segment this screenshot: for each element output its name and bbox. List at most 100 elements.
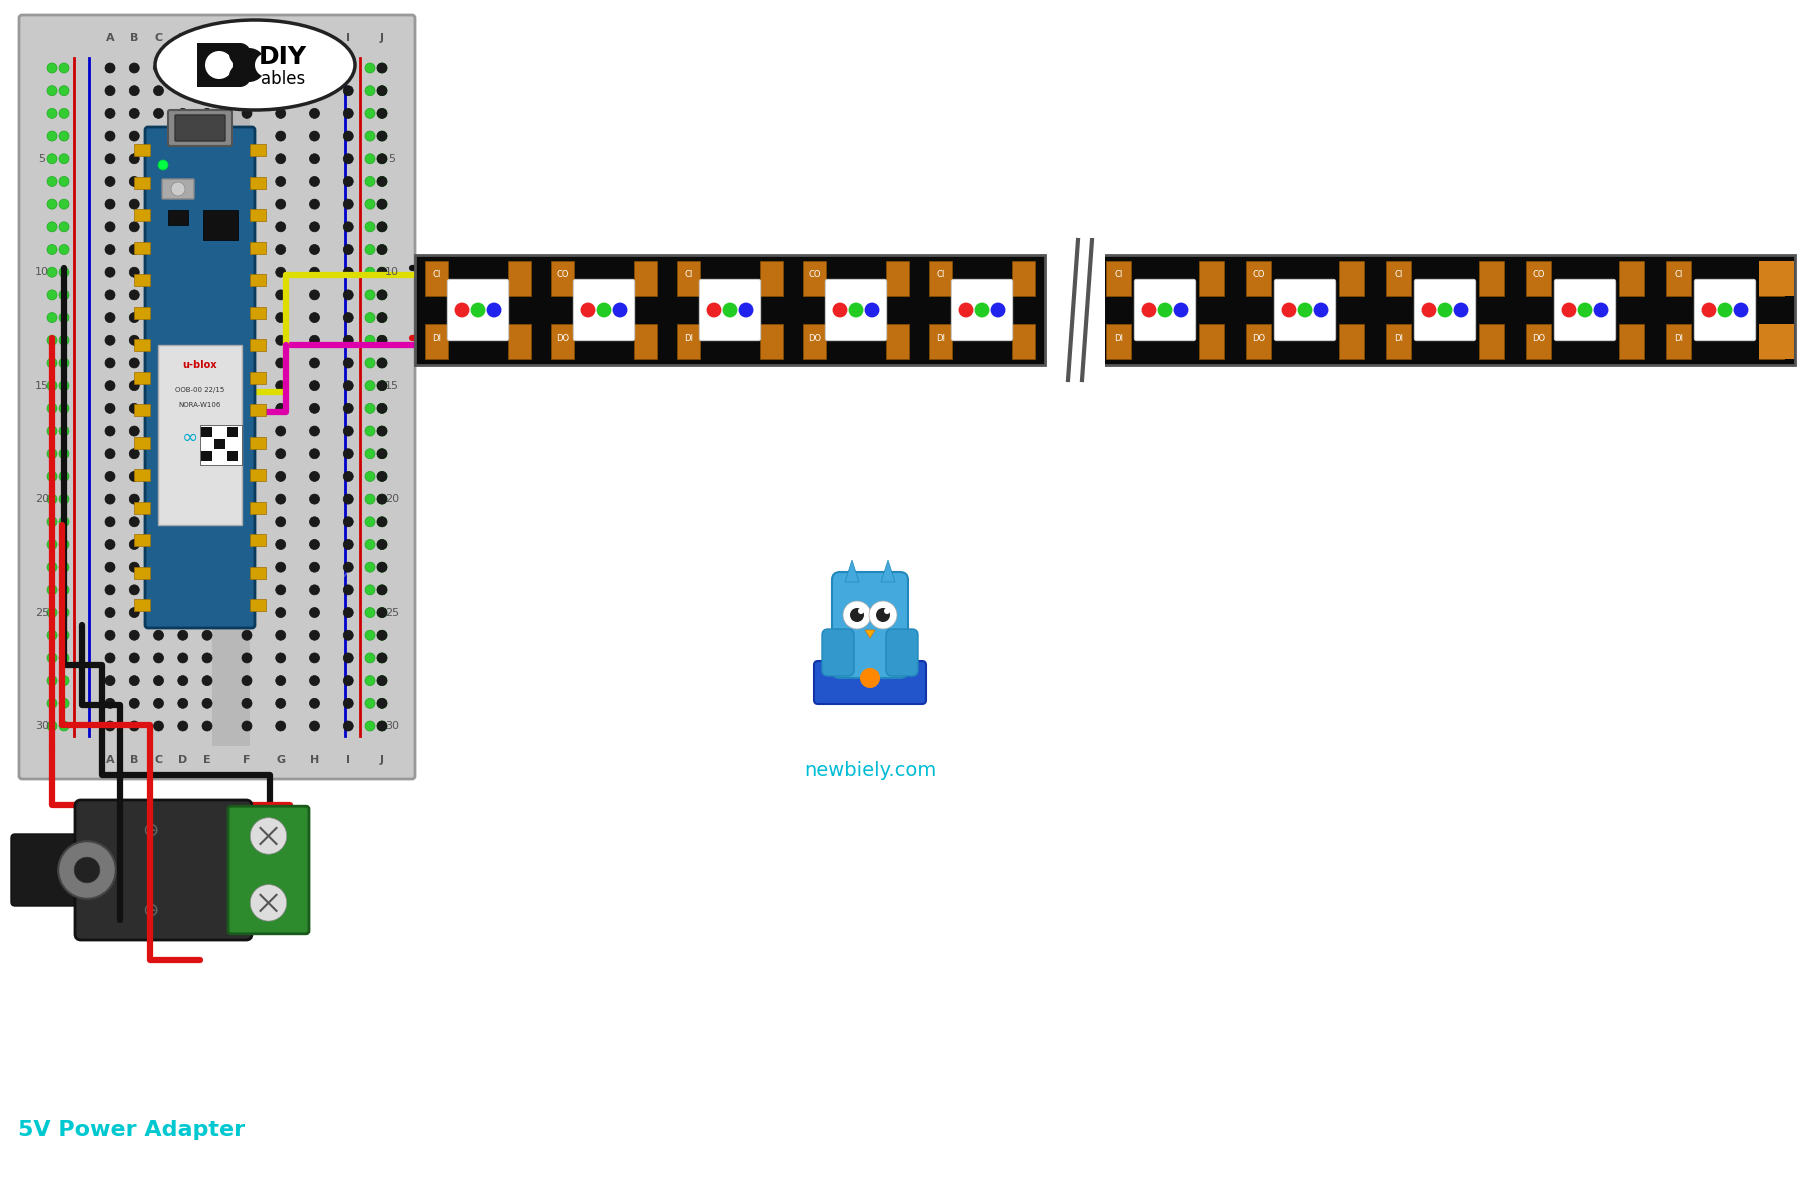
Circle shape xyxy=(378,245,387,254)
Bar xyxy=(201,451,211,461)
Text: 30: 30 xyxy=(34,721,49,731)
Bar xyxy=(197,43,240,86)
Text: D: D xyxy=(179,755,188,766)
Circle shape xyxy=(202,380,211,391)
Circle shape xyxy=(378,403,387,413)
Circle shape xyxy=(378,472,387,481)
Circle shape xyxy=(242,449,251,458)
Text: GND: GND xyxy=(553,232,576,242)
Polygon shape xyxy=(844,560,858,582)
Bar xyxy=(634,324,656,360)
Circle shape xyxy=(177,517,188,527)
Circle shape xyxy=(128,494,139,504)
Circle shape xyxy=(231,48,266,82)
Bar xyxy=(134,534,150,546)
Circle shape xyxy=(177,472,188,481)
Circle shape xyxy=(378,698,387,708)
Circle shape xyxy=(309,358,320,368)
Circle shape xyxy=(365,176,374,186)
Circle shape xyxy=(128,358,139,368)
Circle shape xyxy=(105,494,116,504)
Circle shape xyxy=(723,302,737,318)
Bar xyxy=(249,306,266,318)
Text: CO: CO xyxy=(808,270,820,280)
Circle shape xyxy=(365,653,374,662)
Circle shape xyxy=(378,494,387,504)
Circle shape xyxy=(128,245,139,254)
Circle shape xyxy=(378,517,387,527)
Circle shape xyxy=(60,245,69,254)
Circle shape xyxy=(202,494,211,504)
Circle shape xyxy=(309,494,320,504)
Bar xyxy=(1106,324,1131,360)
Circle shape xyxy=(378,358,387,368)
Circle shape xyxy=(128,268,139,277)
Circle shape xyxy=(343,85,352,96)
Circle shape xyxy=(242,131,251,142)
Circle shape xyxy=(47,108,58,119)
Circle shape xyxy=(154,222,163,232)
Circle shape xyxy=(58,841,116,899)
Circle shape xyxy=(105,562,116,572)
Circle shape xyxy=(60,653,69,662)
Bar xyxy=(1198,324,1223,360)
Circle shape xyxy=(276,653,286,662)
Circle shape xyxy=(378,154,387,163)
Text: E: E xyxy=(202,755,211,766)
Circle shape xyxy=(309,245,320,254)
Circle shape xyxy=(343,426,352,436)
Text: DI: DI xyxy=(432,334,441,343)
Circle shape xyxy=(276,85,286,96)
Circle shape xyxy=(309,584,320,595)
Text: 5V: 5V xyxy=(1666,372,1681,382)
Circle shape xyxy=(47,517,58,527)
Circle shape xyxy=(60,607,69,618)
Circle shape xyxy=(365,403,374,413)
Circle shape xyxy=(242,653,251,662)
Bar xyxy=(1617,260,1643,295)
Text: I: I xyxy=(347,32,351,43)
Circle shape xyxy=(177,449,188,458)
Circle shape xyxy=(47,290,58,300)
Bar xyxy=(201,425,242,464)
Circle shape xyxy=(378,607,387,618)
Circle shape xyxy=(378,721,387,731)
Text: D: D xyxy=(179,32,188,43)
Text: 20: 20 xyxy=(34,494,49,504)
Circle shape xyxy=(128,449,139,458)
Circle shape xyxy=(378,290,387,300)
Circle shape xyxy=(276,472,286,481)
Circle shape xyxy=(105,131,116,142)
Circle shape xyxy=(47,176,58,186)
Circle shape xyxy=(309,426,320,436)
Text: GND: GND xyxy=(679,232,703,242)
Circle shape xyxy=(60,698,69,708)
Circle shape xyxy=(242,403,251,413)
Circle shape xyxy=(1578,302,1592,318)
Circle shape xyxy=(60,335,69,346)
Circle shape xyxy=(47,85,58,96)
Circle shape xyxy=(60,176,69,186)
Text: GND: GND xyxy=(804,232,829,242)
Circle shape xyxy=(343,494,352,504)
Circle shape xyxy=(47,472,58,481)
FancyBboxPatch shape xyxy=(573,280,634,341)
Circle shape xyxy=(276,540,286,550)
Circle shape xyxy=(60,268,69,277)
Circle shape xyxy=(378,540,387,550)
Circle shape xyxy=(276,607,286,618)
Circle shape xyxy=(177,607,188,618)
Circle shape xyxy=(128,199,139,209)
Circle shape xyxy=(128,154,139,163)
Text: 15: 15 xyxy=(385,380,399,391)
Text: 5V: 5V xyxy=(1106,372,1120,382)
Circle shape xyxy=(378,630,387,641)
Circle shape xyxy=(242,540,251,550)
Circle shape xyxy=(309,85,320,96)
Circle shape xyxy=(378,584,387,595)
Circle shape xyxy=(343,312,352,323)
Text: 5: 5 xyxy=(389,154,396,163)
Circle shape xyxy=(343,562,352,572)
Circle shape xyxy=(309,335,320,346)
FancyBboxPatch shape xyxy=(813,661,925,704)
